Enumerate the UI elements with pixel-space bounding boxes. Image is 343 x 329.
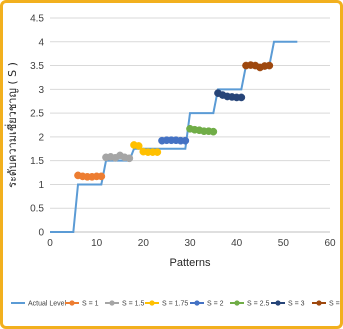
y-tick-label: 1.5 — [30, 156, 44, 167]
y-tick-label: 0.5 — [30, 204, 44, 215]
legend-label: S = 2.5 — [247, 301, 269, 308]
x-tick-label: 10 — [91, 238, 103, 249]
series-s-1.75 — [130, 141, 162, 156]
data-point — [125, 154, 134, 163]
y-tick-label: 2 — [38, 132, 44, 143]
y-tick-label: 4.5 — [30, 14, 44, 25]
x-tick-labels: 0 10 20 30 40 50 60 — [47, 238, 336, 249]
data-point — [97, 172, 106, 181]
legend-item: S = 1.5 — [105, 300, 144, 308]
x-tick-label: 0 — [47, 238, 53, 249]
legend-label: Actual Level — [28, 301, 67, 308]
legend-marker — [234, 300, 240, 306]
line-chart: 0 0.5 1 1.5 2 2.5 3 3.5 4 4.5 0 10 20 30 40 50 60 Patte… — [4, 14, 340, 308]
data-point — [134, 142, 143, 150]
x-tick-label: 50 — [278, 238, 290, 249]
x-tick-label: 60 — [324, 238, 336, 249]
x-axis-title: Patterns — [170, 257, 211, 269]
legend-item: S = 2 — [190, 300, 224, 308]
legend-marker — [69, 300, 75, 306]
legend-item: S = 1.75 — [145, 300, 188, 308]
series-s-3 — [214, 89, 246, 102]
legend-marker — [149, 300, 155, 306]
data-point — [265, 61, 274, 70]
legend-item: S = 3.5 — [312, 300, 340, 308]
legend-label: S = 1.5 — [122, 301, 144, 308]
x-tick-label: 20 — [138, 238, 150, 249]
legend-item: S = 3 — [271, 300, 305, 308]
data-series — [74, 61, 274, 181]
series-s-2 — [158, 136, 190, 145]
legend-item: Actual Level — [11, 301, 67, 308]
y-tick-label: 2.5 — [30, 109, 44, 120]
legend-item: S = 2.5 — [230, 300, 269, 308]
legend: Actual Level S = 1 S = 1.5 S = 1.75 S = 2 S =… — [11, 300, 340, 308]
x-tick-label: 40 — [231, 238, 243, 249]
series-s-2.5 — [186, 124, 218, 136]
legend-marker — [109, 300, 115, 306]
x-tick-label: 30 — [184, 238, 196, 249]
legend-marker — [316, 300, 322, 306]
data-point — [153, 148, 162, 156]
series-s-1.5 — [102, 151, 134, 163]
series-s-1 — [74, 171, 106, 181]
legend-item: S = 1 — [65, 300, 99, 308]
legend-marker — [275, 300, 281, 306]
y-axis-title: ระดับความเชี่ยวชาญ ( S ) — [4, 62, 19, 188]
legend-marker — [194, 300, 200, 306]
y-tick-label: 0 — [38, 228, 44, 239]
series-s-3.5 — [242, 61, 274, 72]
data-point — [209, 127, 218, 136]
legend-label: S = 2 — [207, 301, 224, 308]
y-tick-labels: 0 0.5 1 1.5 2 2.5 3 3.5 4 4.5 — [30, 14, 44, 239]
data-point — [237, 93, 246, 102]
legend-label: S = 3.5 — [329, 301, 340, 308]
y-tick-label: 1 — [38, 180, 44, 191]
y-tick-label: 3 — [38, 85, 44, 96]
legend-label: S = 3 — [288, 301, 305, 308]
y-tick-label: 3.5 — [30, 61, 44, 72]
legend-label: S = 1 — [82, 301, 99, 308]
legend-label: S = 1.75 — [162, 301, 188, 308]
data-point — [181, 136, 190, 145]
y-tick-label: 4 — [38, 37, 44, 48]
